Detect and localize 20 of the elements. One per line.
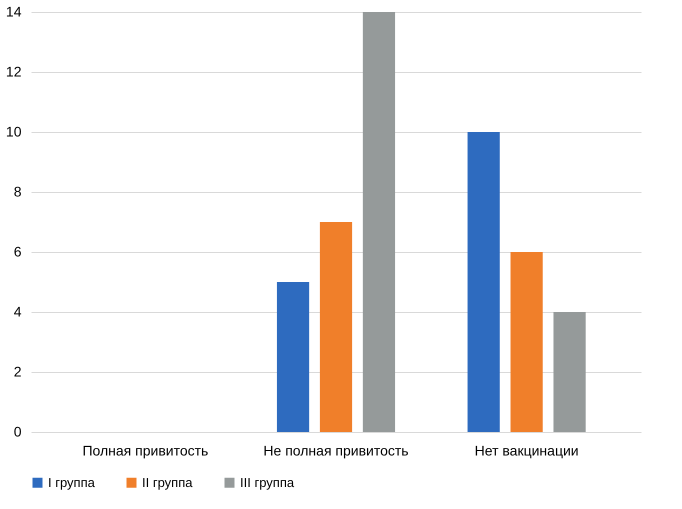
bar (468, 132, 500, 432)
legend-label: II группа (142, 474, 194, 490)
legend-label: I группа (48, 474, 96, 490)
bar (320, 222, 352, 432)
x-tick-label: Полная привитость (82, 442, 208, 458)
y-tick-label: 2 (14, 364, 22, 380)
y-tick-label: 12 (6, 64, 22, 80)
bar (553, 312, 586, 432)
x-tick-label: Нет вакцинации (474, 442, 579, 458)
bar (276, 282, 310, 432)
y-tick-label: 4 (14, 304, 22, 320)
x-tick-label: Не полная привитость (263, 442, 409, 458)
bar (362, 12, 396, 432)
bar (510, 252, 543, 432)
y-tick-label: 14 (6, 4, 22, 20)
y-tick-label: 10 (6, 124, 22, 140)
legend-label: III группа (240, 474, 295, 490)
y-tick-label: 6 (14, 244, 22, 260)
y-tick-label: 0 (14, 424, 22, 440)
y-tick-label: 8 (14, 184, 22, 200)
